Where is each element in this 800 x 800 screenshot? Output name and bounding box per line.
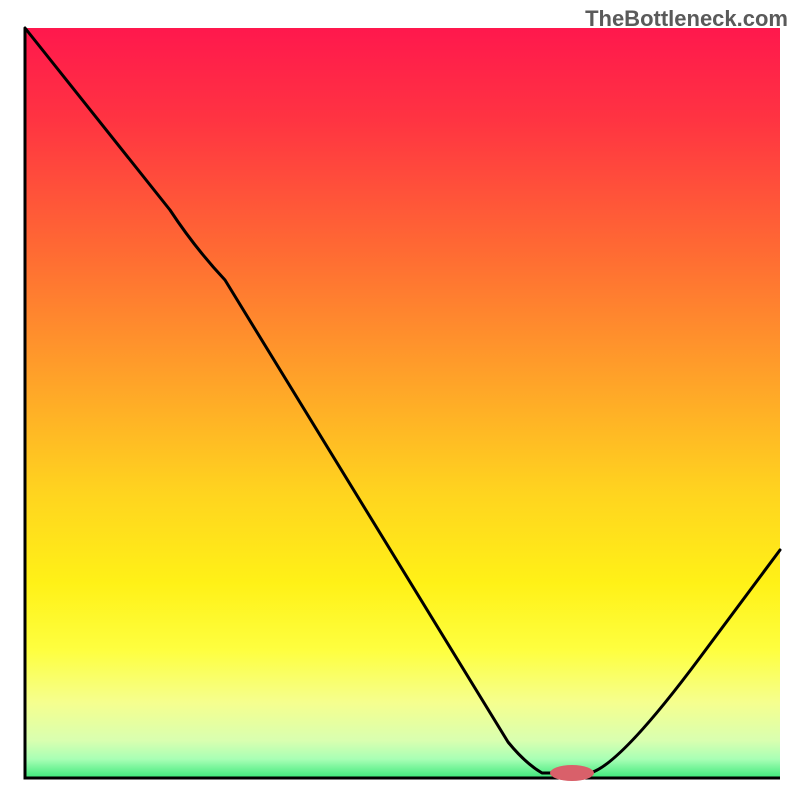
optimal-marker <box>550 765 594 781</box>
watermark-label: TheBottleneck.com <box>585 6 788 32</box>
gradient-area <box>25 28 780 778</box>
bottleneck-chart <box>0 0 800 800</box>
chart-container: TheBottleneck.com <box>0 0 800 800</box>
